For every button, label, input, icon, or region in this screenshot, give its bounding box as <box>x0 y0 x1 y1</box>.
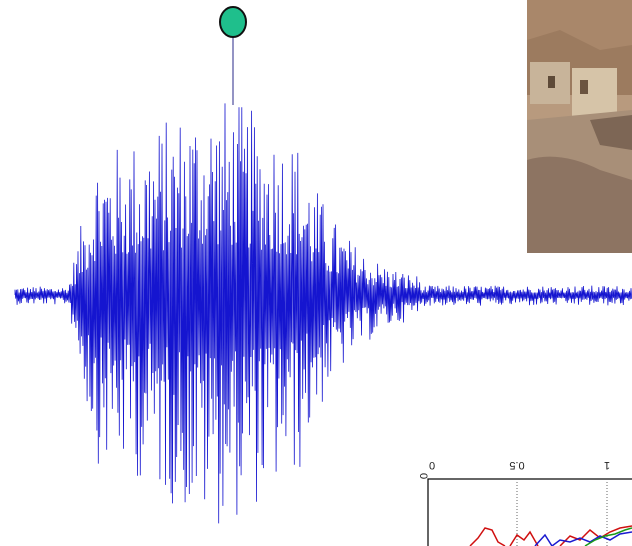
inset-tick: 1 <box>604 459 610 471</box>
marker <box>219 6 247 38</box>
inset-chart: 0 0.5 1 0 <box>417 459 632 546</box>
photo <box>527 0 632 253</box>
inset-tick: 0.5 <box>509 459 524 471</box>
inset-tick: 0 <box>429 459 435 471</box>
inset-tick: 0 <box>417 473 429 479</box>
seismogram <box>14 103 632 524</box>
inset-frame <box>427 478 632 546</box>
